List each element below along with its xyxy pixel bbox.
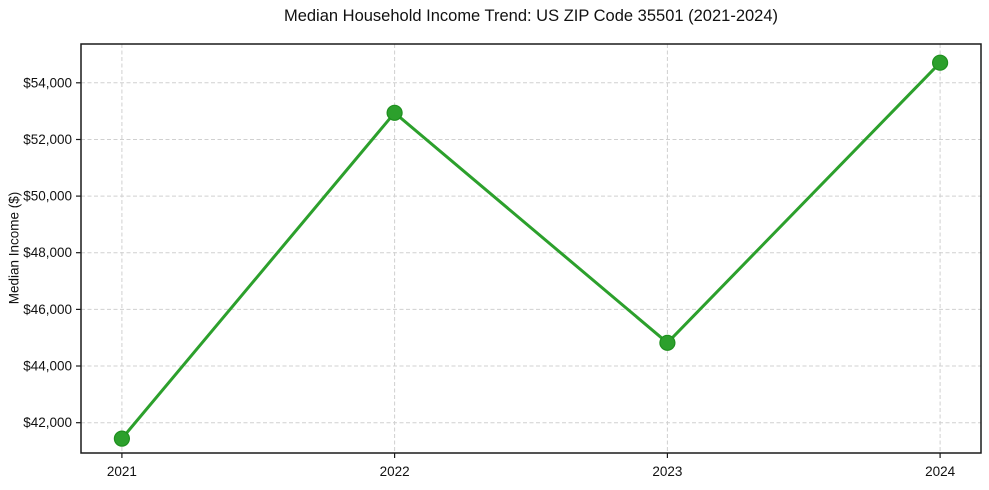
data-point-2022 — [386, 104, 403, 121]
x-tick-label-2022: 2022 — [380, 464, 410, 479]
y-tick-label-46000: $46,000 — [23, 302, 72, 317]
y-tick-label-52000: $52,000 — [23, 132, 72, 147]
y-tick-label-50000: $50,000 — [23, 189, 72, 204]
chart-title: Median Household Income Trend: US ZIP Co… — [283, 7, 779, 25]
data-point-2024 — [931, 54, 949, 71]
x-tick-label-2024: 2024 — [925, 464, 956, 479]
plot-border — [80, 43, 982, 454]
y-tick-label-42000: $42,000 — [23, 415, 72, 430]
x-tick-label-2021: 2021 — [107, 464, 137, 479]
income-trend-line — [120, 61, 942, 441]
data-point-2021 — [113, 430, 131, 447]
y-tick-label-44000: $44,000 — [23, 359, 72, 374]
y-tick-label-48000: $48,000 — [23, 245, 72, 260]
y-tick-label-54000: $54,000 — [23, 75, 72, 90]
x-tick-label-2023: 2023 — [652, 464, 682, 479]
data-point-2023 — [659, 334, 676, 351]
y-axis-title-text: Median Income ($) — [6, 191, 22, 305]
